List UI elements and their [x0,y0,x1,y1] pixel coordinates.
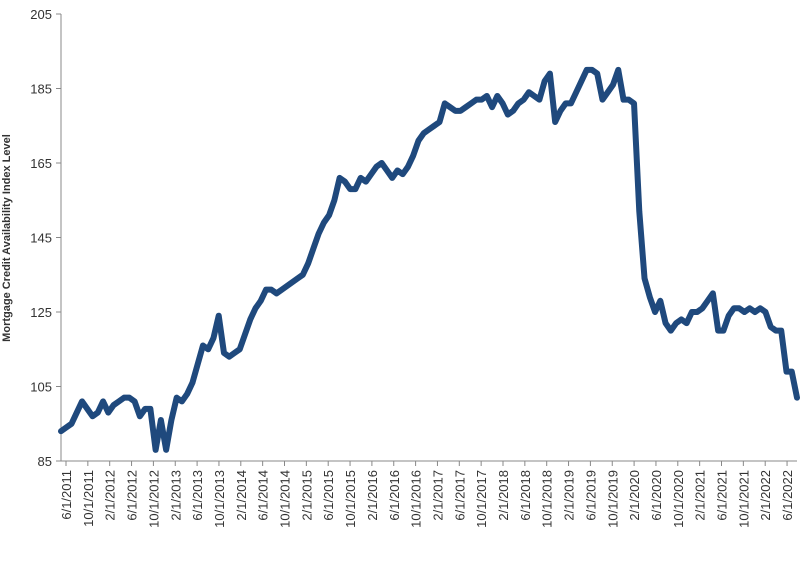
y-tick-label: 185 [30,82,52,97]
x-tick-label: 6/1/2016 [387,470,402,521]
x-tick-label: 6/1/2011 [59,470,74,520]
y-axis-title: Mortgage Credit Availability Index Level [1,134,13,342]
x-tick-label: 2/1/2015 [299,470,314,521]
y-tick-label: 105 [30,380,52,395]
x-tick-label: 10/1/2013 [212,470,227,528]
x-tick-label: 10/1/2019 [605,470,620,528]
y-tick-label: 165 [30,156,52,171]
x-tick-label: 6/1/2012 [125,470,140,521]
x-tick-label: 6/1/2017 [452,470,467,521]
x-tick-label: 6/1/2018 [518,470,533,521]
x-tick-label: 2/1/2021 [693,470,708,521]
x-tick-label: 10/1/2014 [278,470,293,528]
y-tick-label: 125 [30,305,52,320]
x-tick-label: 2/1/2019 [562,470,577,521]
x-tick-label: 2/1/2013 [168,470,183,521]
x-tick-label: 2/1/2014 [234,470,249,521]
y-axis-ticks: 85 105 125 145 165 185 205 [30,7,61,469]
x-tick-label: 6/1/2021 [715,470,730,521]
x-axis-ticks: 6/1/2011 10/1/2011 2/1/2012 6/1/2012 10/1/20… [59,461,795,528]
x-tick-label: 10/1/2012 [146,470,161,528]
x-tick-label: 6/1/2022 [780,470,795,521]
x-tick-label: 10/1/2018 [540,470,555,528]
series-line [58,66,800,453]
y-tick-label: 145 [30,231,52,246]
x-tick-label: 10/1/2017 [474,470,489,528]
x-tick-label: 6/1/2015 [321,470,336,521]
x-tick-label: 2/1/2022 [758,470,773,521]
x-tick-label: 2/1/2017 [430,470,445,521]
x-tick-label: 6/1/2020 [649,470,664,521]
x-tick-label: 10/1/2020 [671,470,686,528]
x-tick-label: 2/1/2018 [496,470,511,521]
x-tick-label: 2/1/2020 [627,470,642,521]
x-tick-label: 10/1/2016 [409,470,424,528]
x-tick-label: 10/1/2021 [736,470,751,528]
y-tick-label: 85 [38,454,52,469]
x-tick-label: 6/1/2013 [190,470,205,521]
x-tick-label: 6/1/2014 [256,470,271,521]
x-tick-label: 6/1/2019 [583,470,598,521]
x-tick-label: 2/1/2012 [103,470,118,521]
x-tick-label: 10/1/2015 [343,470,358,528]
x-tick-label: 10/1/2011 [81,470,96,527]
y-tick-label: 205 [30,7,52,22]
x-tick-label: 2/1/2016 [365,470,380,521]
